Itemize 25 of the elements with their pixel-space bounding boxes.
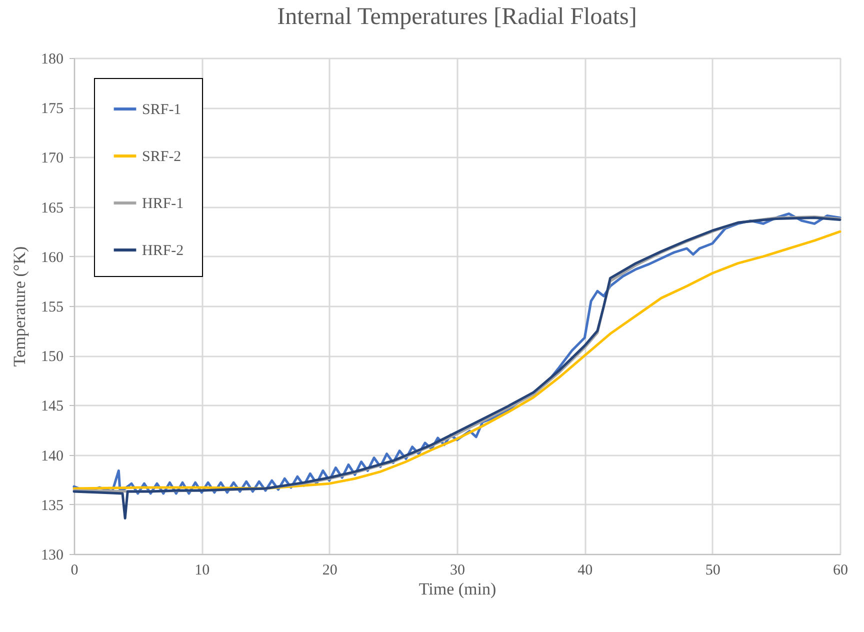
chart-title: Internal Temperatures [Radial Floats] (277, 4, 637, 30)
x-tick-label: 30 (450, 562, 465, 578)
y-tick-label: 175 (41, 101, 64, 118)
x-tick-label: 10 (194, 562, 210, 578)
y-tick-label: 170 (41, 150, 64, 167)
y-tick-label: 150 (41, 349, 64, 366)
y-tick-label: 160 (41, 250, 64, 266)
x-tick-label: 20 (322, 562, 338, 578)
y-tick-label: 165 (41, 200, 64, 216)
y-tick-label: 130 (41, 548, 64, 564)
y-tick-label: 135 (41, 498, 64, 514)
x-axis-title: Time (min) (418, 580, 496, 598)
y-tick-label: 140 (41, 448, 64, 464)
y-tick-label: 155 (41, 300, 64, 316)
legend-label: SRF-2 (142, 149, 182, 165)
y-tick-label: 180 (41, 52, 64, 68)
y-axis-title: Temperature (°K) (10, 246, 29, 367)
x-tick-label: 40 (578, 562, 593, 578)
x-tick-label: 0 (70, 562, 78, 578)
y-tick-label: 145 (41, 398, 64, 415)
legend-label: HRF-2 (142, 243, 184, 259)
x-tick-label: 50 (705, 562, 720, 578)
legend-label: HRF-1 (142, 196, 184, 212)
x-tick-label: 60 (833, 562, 848, 578)
legend-label: SRF-1 (142, 102, 182, 118)
